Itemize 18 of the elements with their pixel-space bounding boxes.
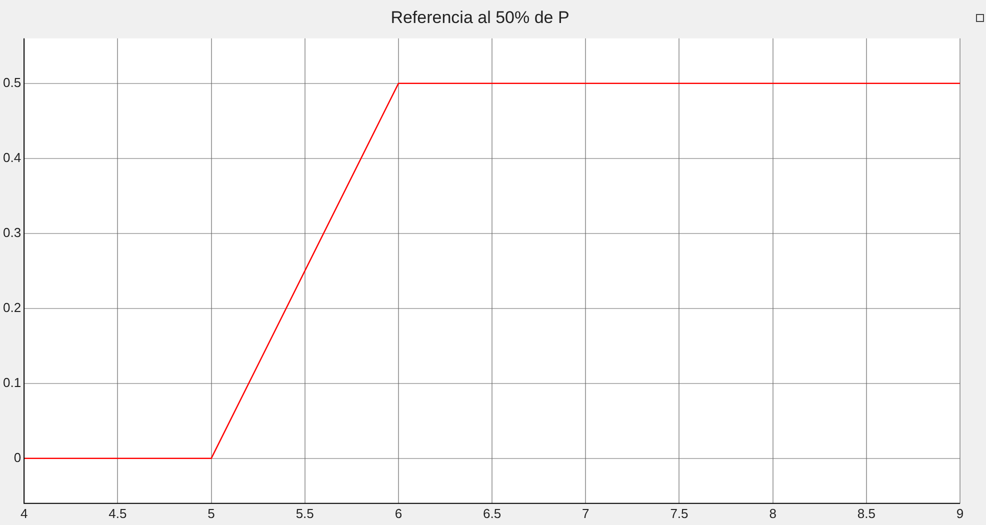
y-tick-label: 0.1 xyxy=(2,374,22,390)
x-tick-label: 5.5 xyxy=(296,506,314,521)
y-tick-label: 0.5 xyxy=(2,74,22,90)
chart-title: Referencia al 50% de P xyxy=(390,8,570,27)
y-tick-label: 0.2 xyxy=(2,300,22,315)
x-tick-label: 7 xyxy=(582,506,590,521)
x-tick-label: 9 xyxy=(956,506,964,521)
y-tick-label: 0.4 xyxy=(2,150,22,165)
x-tick-label: 4 xyxy=(20,506,28,521)
x-tick-label: 8 xyxy=(769,506,776,521)
x-tick-label: 6 xyxy=(394,506,402,521)
x-tick-label: 8.5 xyxy=(857,506,876,521)
y-tick-label: 0.3 xyxy=(2,224,22,240)
x-tick-label: 4.5 xyxy=(108,506,127,521)
x-tick-label: 5 xyxy=(208,506,215,521)
y-tick-label: 0 xyxy=(14,450,22,465)
x-tick-label: 7.5 xyxy=(670,506,688,521)
x-tick-label: 6.5 xyxy=(482,506,502,521)
